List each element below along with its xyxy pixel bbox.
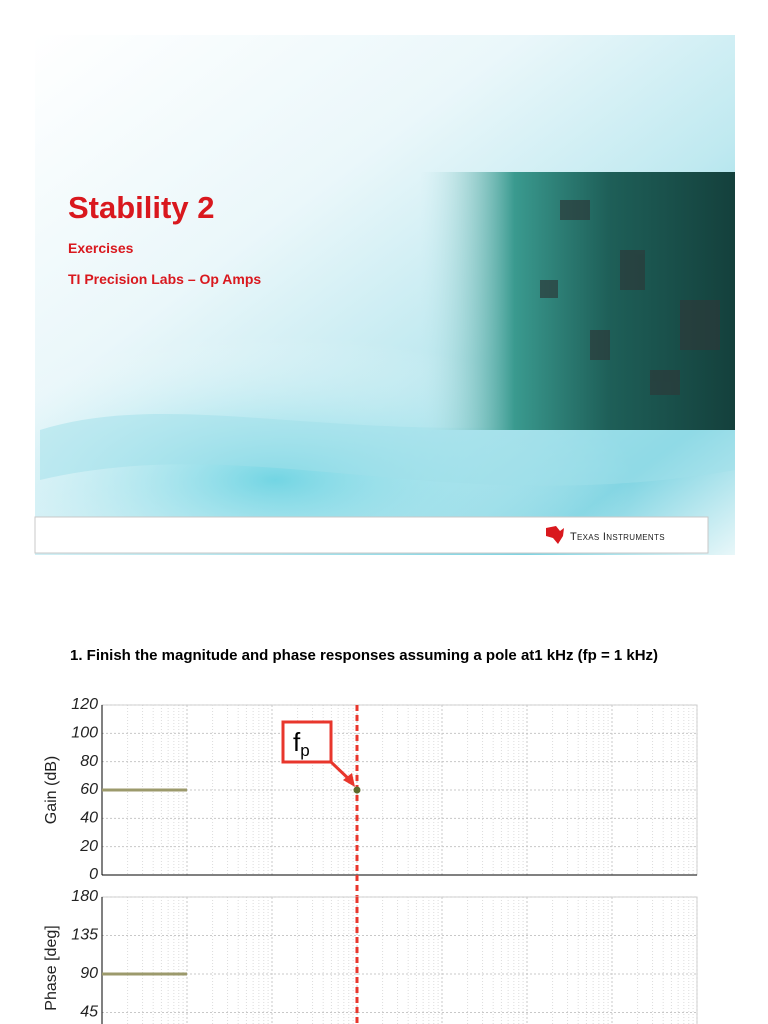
plot-area xyxy=(101,896,698,1024)
y-tick-label: 135 xyxy=(71,927,98,944)
ti-logo xyxy=(546,526,564,544)
y-tick-label: 180 xyxy=(71,888,98,905)
pole-point xyxy=(353,786,361,794)
y-tick-label: 90 xyxy=(80,965,98,982)
question: 1. Finish the magnitude and phase respon… xyxy=(70,647,659,664)
y-axis-label: Gain (dB) xyxy=(43,756,60,824)
y-axis-label: Phase [deg] xyxy=(43,925,60,1010)
slide-title: Stability 2 xyxy=(68,190,214,225)
slide: Texas Instruments Stability 2 Exercises … xyxy=(34,35,735,555)
slide-series: TI Precision Labs – Op Amps xyxy=(68,271,261,287)
y-tick-label: 40 xyxy=(80,810,98,827)
y-tick-label: 45 xyxy=(80,1004,98,1021)
y-tick-label: 100 xyxy=(71,725,98,742)
slide-subtitle: Exercises xyxy=(68,240,134,256)
y-tick-label: 60 xyxy=(80,781,98,798)
y-tick-label: 20 xyxy=(79,838,98,855)
logo-text: Texas Instruments xyxy=(570,531,665,543)
annotation-text: fp xyxy=(293,727,310,760)
annotation-arrowhead xyxy=(343,773,355,787)
footer-bar xyxy=(34,516,709,554)
annotation-main: f xyxy=(293,727,301,757)
components xyxy=(540,200,720,395)
annotation-sub: p xyxy=(300,741,309,760)
y-tick-label: 120 xyxy=(71,696,98,713)
annotation-box xyxy=(281,720,333,764)
y-tick-label: 0 xyxy=(89,866,98,883)
swirl xyxy=(40,400,735,486)
y-tick-label: 80 xyxy=(80,753,98,770)
